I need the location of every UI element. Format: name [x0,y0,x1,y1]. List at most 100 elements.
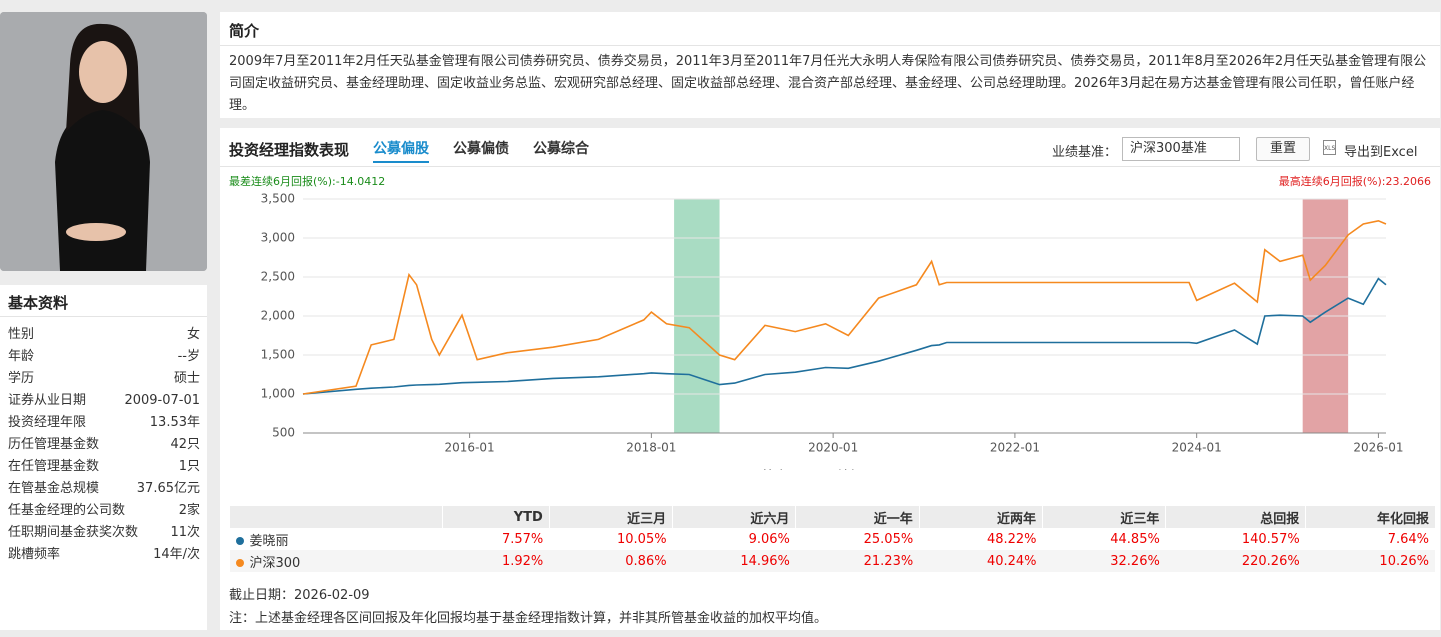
profile-value: 硕士 [173,371,200,386]
row-marker [235,558,244,567]
intro-panel: 简介 2009年7月至2011年2月任天弘基金管理有限公司债券研究员、债券交易员… [220,12,1440,118]
header-cell [229,506,443,528]
photo-face [79,41,127,103]
profile-value: 37.65亿元 [136,481,200,496]
return-cell: 48.22% [986,531,1037,547]
profile-row: 投资经理年限 13.53年 [8,412,200,434]
header-cell: YTD [442,506,550,528]
profile-row: 性别 女 [8,324,200,346]
x-tick-label: 2020-01 [808,441,858,455]
profile-title: 基本资料 [8,294,69,312]
profile-value: 2009-07-01 [124,393,200,408]
legend-label: 姜晓丽 [761,470,800,471]
return-cell: 44.85% [1110,531,1160,547]
profile-label: 历任管理基金数 [8,437,100,452]
divider [0,316,207,317]
profile-row: 在管基金总规模 37.65亿元 [8,478,200,500]
row-name-cell: 沪深300 [229,550,443,572]
table-body: 姜晓丽 7.57% 10.05% 9.06% 25.05% 48.22% 44.85% 140… [229,528,1436,572]
profile-value: 42只 [170,437,200,452]
return-cell: 7.57% [501,531,544,547]
return-cell: 7.64% [1387,531,1429,547]
header-cell: 近两年 [918,506,1043,528]
manager-photo [0,12,207,271]
return-cell: 14.96% [672,550,796,572]
reset-button[interactable]: 重置 [1256,137,1310,161]
y-tick-label: 2,000 [261,309,295,323]
as-of-date: 截止日期：2026-02-09 [229,588,370,603]
performance-title: 投资经理指数表现 [229,141,350,159]
benchmark-label: 业绩基准： [1052,145,1118,160]
tab[interactable]: 公募偏债 [453,141,509,157]
y-tick-label: 2,500 [261,270,295,284]
profile-row: 任基金经理的公司数 2家 [8,500,200,522]
photo-illustration [0,12,207,271]
excel-icon[interactable]: XLS [1323,140,1336,155]
return-cell: 25.05% [863,531,914,547]
return-cell: 220.26% [1165,550,1306,572]
series-line [302,219,1387,395]
profile-label: 证券从业日期 [8,393,87,408]
return-cell: 32.26% [1042,550,1166,572]
return-cell: 40.24% [919,550,1043,572]
profile-row: 历任管理基金数 42只 [8,434,200,456]
intro-title: 简介 [229,22,260,40]
divider [220,45,1440,46]
profile-row: 跳槽频率 14年/次 [8,544,200,566]
return-cell: 1.92% [442,550,550,572]
band-label: 最高连续6月回报(%):23.2066 [1279,174,1431,188]
footnote: 注：上述基金经理各区间回报及年化回报均基于基金经理指数计算，并非其所管基金收益的… [229,611,828,626]
profile-value: 1只 [178,459,200,474]
header-cell: 年化回报 [1305,506,1435,528]
row-marker [235,536,244,545]
header-cell: 近三年 [1042,506,1166,528]
returns-table: YTD 近三月 近六月 近一年 近两年 近三年 总回报 年化回报 姜晓丽 7.57% 10.05% 9… [229,506,1435,572]
tab[interactable]: 公募综合 [533,141,589,157]
return-cell: 140.57% [1241,531,1300,547]
profile-row: 学历 硕士 [8,368,200,390]
header-cell: 近六月 [672,506,796,528]
y-tick-label: 3,500 [261,192,295,206]
profile-label: 任职期间基金获奖次数 [8,525,139,540]
profile-label: 在任管理基金数 [8,459,100,474]
profile-label: 投资经理年限 [8,415,87,430]
profile-label: 学历 [8,371,35,386]
photo-hands [66,223,126,241]
x-tick-label: 2016-01 [445,441,495,455]
return-cell: 0.86% [549,550,673,572]
y-tick-label: 500 [272,426,295,440]
profile-label: 性别 [8,327,35,342]
return-cell: 10.26% [1305,550,1435,572]
band-label: 最差连续6月回报(%):-14.0412 [229,174,385,188]
profile-row: 在任管理基金数 1只 [8,456,200,478]
photo-body [55,107,150,271]
profile-label: 年龄 [8,349,35,364]
profile-row: 年龄 --岁 [8,346,200,368]
profile-panel: 基本资料 性别 女年龄 --岁学历 硕士证券从业日期 2009-07-01 投资经理年限 1… [0,285,207,630]
y-tick-label: 1,500 [261,348,295,362]
intro-text: 2009年7月至2011年2月任天弘基金管理有限公司债券研究员、债券交易员，20… [229,54,1427,113]
profile-label: 在管基金总规模 [8,481,100,496]
table-row: 沪深300 1.92% 0.86% 14.96% 21.23% 40.24% 32.26% 2… [229,550,1435,572]
profile-row: 证券从业日期 2009-07-01 [8,390,200,412]
tab[interactable]: 公募偏股 [373,138,429,163]
return-cell: 9.06% [748,531,790,547]
table-row: 姜晓丽 7.57% 10.05% 9.06% 25.05% 48.22% 44.85% 140… [230,528,1436,550]
row-name: 沪深300 [249,555,301,571]
benchmark-input[interactable]: 沪深300基准 [1122,137,1240,161]
profile-row: 任职期间基金获奖次数 11次 [8,522,200,544]
performance-panel: 投资经理指数表现 公募偏股 公募偏债 公募综合 业绩基准： 沪深300基准 重置 X… [220,128,1440,630]
x-tick-label: 2024-01 [1172,441,1222,455]
x-tick-label: 2022-01 [990,441,1040,455]
header-cell: 总回报 [1165,506,1306,528]
header-cell: 近一年 [795,506,920,528]
x-tick-label: 2018-01 [626,441,676,455]
export-button[interactable]: 导出到Excel [1344,145,1418,160]
profile-value: 13.53年 [149,415,200,430]
y-tick-label: 1,000 [261,387,295,401]
table-header: YTD 近三月 近六月 近一年 近两年 近三年 总回报 年化回报 [229,506,1435,528]
profile-value: 2家 [178,503,200,518]
divider [220,166,1440,167]
return-cell: 10.05% [617,531,667,547]
